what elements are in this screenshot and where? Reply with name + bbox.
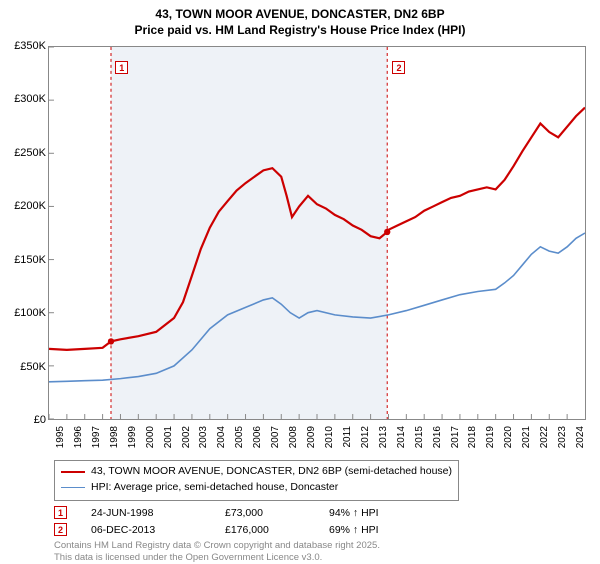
x-tick-label: 2012 [360,426,371,448]
x-tick-label: 2001 [163,426,174,448]
y-tick-label: £350K [14,40,46,52]
x-tick-label: 2000 [145,426,156,448]
legend-item: HPI: Average price, semi-detached house,… [61,480,452,496]
y-tick-label: £200K [14,200,46,212]
x-tick-label: 2007 [270,426,281,448]
sale-price: £176,000 [225,524,305,536]
title-line2: Price paid vs. HM Land Registry's House … [0,22,600,38]
x-tick-label: 2018 [468,426,479,448]
sale-row: 2 06-DEC-2013 £176,000 69% ↑ HPI [54,521,429,538]
x-tick-label: 2024 [575,426,586,448]
x-tick-label: 2019 [486,426,497,448]
x-tick-label: 2015 [414,426,425,448]
copyright-line1: Contains HM Land Registry data © Crown c… [54,540,380,552]
sale-marker-box: 2 [54,523,67,536]
x-tick-label: 2006 [252,426,263,448]
legend-swatch [61,487,85,488]
x-tick-label: 2009 [306,426,317,448]
legend-swatch [61,471,85,473]
x-tick-label: 2010 [324,426,335,448]
y-tick-label: £0 [34,414,46,426]
sale-price: £73,000 [225,507,305,519]
plot-svg [49,47,585,419]
x-tick-label: 2020 [503,426,514,448]
copyright-line2: This data is licensed under the Open Gov… [54,552,380,564]
sales-table: 1 24-JUN-1998 £73,000 94% ↑ HPI 2 06-DEC… [54,504,429,538]
x-tick-label: 2002 [181,426,192,448]
sale-date: 24-JUN-1998 [91,507,201,519]
copyright: Contains HM Land Registry data © Crown c… [54,540,380,564]
x-tick-label: 1997 [91,426,102,448]
legend-item: 43, TOWN MOOR AVENUE, DONCASTER, DN2 6BP… [61,464,452,480]
sale-marker-box: 1 [54,506,67,519]
x-tick-label: 2021 [521,426,532,448]
y-tick-label: £250K [14,147,46,159]
x-tick-label: 1995 [55,426,66,448]
y-axis-ticks: £0£50K£100K£150K£200K£250K£300K£350K [0,46,48,420]
sale-pct: 69% ↑ HPI [329,524,429,536]
x-tick-label: 2022 [539,426,550,448]
x-tick-label: 2003 [199,426,210,448]
x-tick-label: 1998 [109,426,120,448]
y-tick-label: £50K [20,361,46,373]
sale-date: 06-DEC-2013 [91,524,201,536]
x-tick-label: 2014 [396,426,407,448]
plot-area: 12 [48,46,586,420]
legend-label: HPI: Average price, semi-detached house,… [91,480,338,496]
x-tick-label: 2016 [432,426,443,448]
x-tick-label: 2008 [288,426,299,448]
chart-container: 43, TOWN MOOR AVENUE, DONCASTER, DN2 6BP… [0,0,600,560]
x-tick-label: 2011 [342,426,353,448]
y-tick-label: £100K [14,307,46,319]
sale-pct: 94% ↑ HPI [329,507,429,519]
y-tick-label: £300K [14,93,46,105]
x-tick-label: 2005 [234,426,245,448]
legend-label: 43, TOWN MOOR AVENUE, DONCASTER, DN2 6BP… [91,464,452,480]
x-tick-label: 2004 [217,426,228,448]
y-tick-label: £150K [14,254,46,266]
x-tick-label: 2023 [557,426,568,448]
sale-row: 1 24-JUN-1998 £73,000 94% ↑ HPI [54,504,429,521]
legend: 43, TOWN MOOR AVENUE, DONCASTER, DN2 6BP… [54,460,459,501]
x-tick-label: 2017 [450,426,461,448]
x-tick-label: 1999 [127,426,138,448]
title-line1: 43, TOWN MOOR AVENUE, DONCASTER, DN2 6BP [0,6,600,22]
x-tick-label: 1996 [73,426,84,448]
ref-marker-box: 2 [392,61,405,74]
chart-title: 43, TOWN MOOR AVENUE, DONCASTER, DN2 6BP… [0,0,600,38]
x-tick-label: 2013 [378,426,389,448]
ref-marker-box: 1 [115,61,128,74]
